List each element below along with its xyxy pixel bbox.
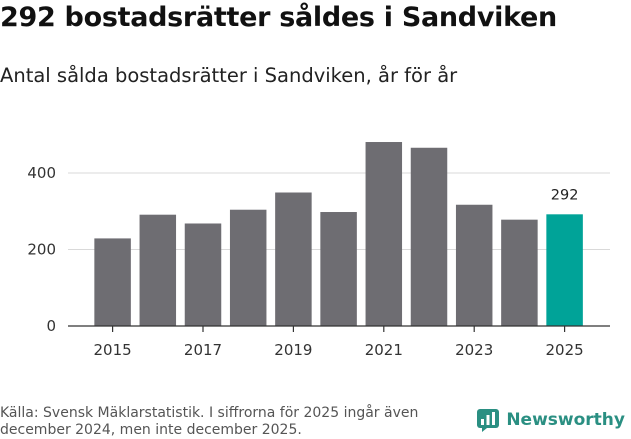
x-tick-label: 2025 — [546, 341, 584, 359]
x-tick-label: 2019 — [274, 341, 312, 359]
y-axis-ticks: 0 200 400 — [27, 164, 56, 335]
bar-2016 — [139, 214, 177, 326]
y-tick-label: 200 — [27, 241, 56, 259]
bar-2019 — [275, 192, 312, 326]
chart-subtitle: Antal sålda bostadsrätter i Sandviken, å… — [0, 64, 458, 87]
bar-2017 — [184, 223, 222, 326]
bar-chart: 0 200 400 2015 2017 2019 2021 2023 2025 292 — [27, 142, 610, 359]
x-axis-ticks: 2015 2017 2019 2021 2023 2025 — [94, 326, 584, 359]
x-tick-label: 2017 — [184, 341, 222, 359]
bar-2025 — [546, 214, 583, 326]
x-tick-label: 2015 — [94, 341, 132, 359]
y-tick-label: 400 — [27, 164, 56, 182]
source-note: Källa: Svensk Mäklarstatistik. I siffror… — [0, 405, 419, 438]
bar-2018 — [229, 209, 267, 326]
data-label-2025: 292 — [551, 187, 579, 203]
bars — [94, 142, 583, 326]
chart-title: 292 bostadsrätter såldes i Sandviken — [0, 2, 557, 33]
bar-2021 — [365, 142, 403, 326]
brand-logo[interactable]: Newsworthy — [476, 408, 625, 432]
bar-2022 — [410, 147, 448, 326]
brand-name: Newsworthy — [506, 410, 625, 430]
newsworthy-logo-icon — [477, 409, 500, 432]
bar-2015 — [94, 238, 131, 326]
y-tick-label: 0 — [46, 317, 56, 335]
x-tick-label: 2021 — [365, 341, 403, 359]
bar-2020 — [320, 212, 357, 326]
data-labels: 292 — [551, 187, 579, 203]
bar-2023 — [455, 204, 493, 326]
x-tick-label: 2023 — [455, 341, 493, 359]
bar-2024 — [501, 219, 538, 326]
